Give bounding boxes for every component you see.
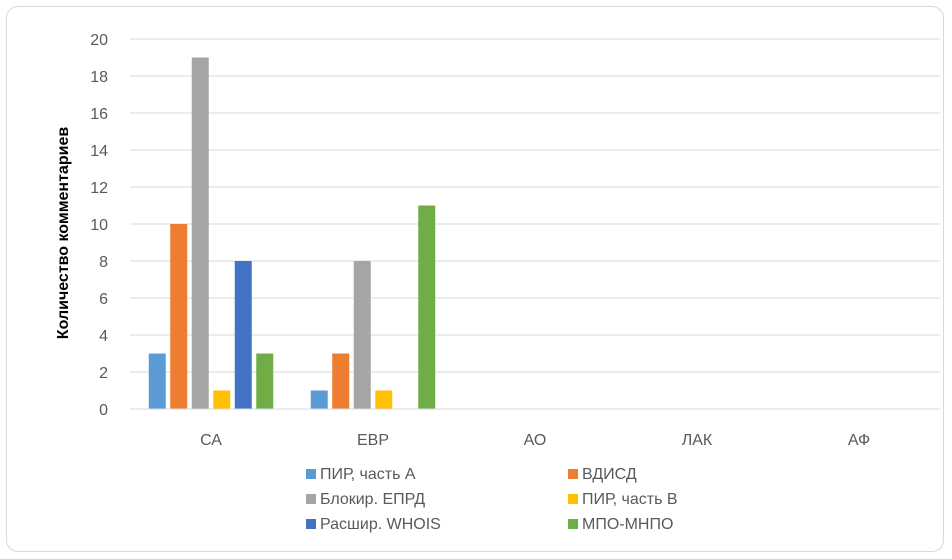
legend-swatch — [306, 494, 316, 504]
bar — [234, 261, 252, 409]
y-tick-label: 4 — [99, 328, 108, 345]
y-tick-label: 20 — [90, 32, 108, 49]
bar — [332, 353, 350, 409]
legend-swatch — [306, 469, 316, 479]
y-tick-label: 16 — [90, 106, 108, 123]
chart-frame — [6, 6, 944, 552]
y-tick-label: 2 — [99, 365, 108, 382]
y-axis-label: Количество комментариев — [55, 127, 72, 340]
x-category-label: ЛАК — [682, 432, 713, 449]
legend-swatch — [568, 469, 578, 479]
legend-label: ПИР, часть В — [582, 491, 678, 508]
bar — [418, 205, 436, 409]
x-category-label: ЕВР — [357, 432, 389, 449]
y-tick-label: 0 — [99, 402, 108, 419]
legend-swatch — [568, 494, 578, 504]
legend-label: ВДИСД — [582, 466, 637, 483]
y-tick-label: 12 — [90, 180, 108, 197]
legend-label: МПО-МНПО — [582, 516, 673, 533]
y-tick-label: 10 — [90, 217, 108, 234]
bars — [148, 57, 436, 409]
bar — [256, 353, 274, 409]
x-category-label: АФ — [848, 432, 870, 449]
y-axis-ticks: 0 2 4 6 8 10 12 14 16 18 20 — [90, 32, 108, 419]
x-axis-categories: СА ЕВР АО ЛАК АФ — [200, 432, 870, 449]
y-tick-label: 18 — [90, 69, 108, 86]
y-tick-label: 14 — [90, 143, 108, 160]
bar — [213, 390, 231, 409]
legend-label: Расшир. WHOIS — [320, 516, 441, 533]
legend: ПИР, часть А ВДИСД Блокир. ЕПРД ПИР, часть … — [306, 466, 678, 533]
bar — [375, 390, 393, 409]
legend-label: Блокир. ЕПРД — [320, 491, 425, 508]
bar — [310, 390, 328, 409]
bar — [170, 224, 188, 409]
bar — [191, 57, 209, 409]
bar — [148, 353, 166, 409]
y-tick-label: 8 — [99, 254, 108, 271]
legend-swatch — [306, 519, 316, 529]
x-category-label: АО — [524, 432, 547, 449]
x-category-label: СА — [200, 432, 222, 449]
legend-swatch — [568, 519, 578, 529]
y-tick-label: 6 — [99, 291, 108, 308]
legend-label: ПИР, часть А — [320, 466, 416, 483]
bar — [353, 261, 371, 409]
